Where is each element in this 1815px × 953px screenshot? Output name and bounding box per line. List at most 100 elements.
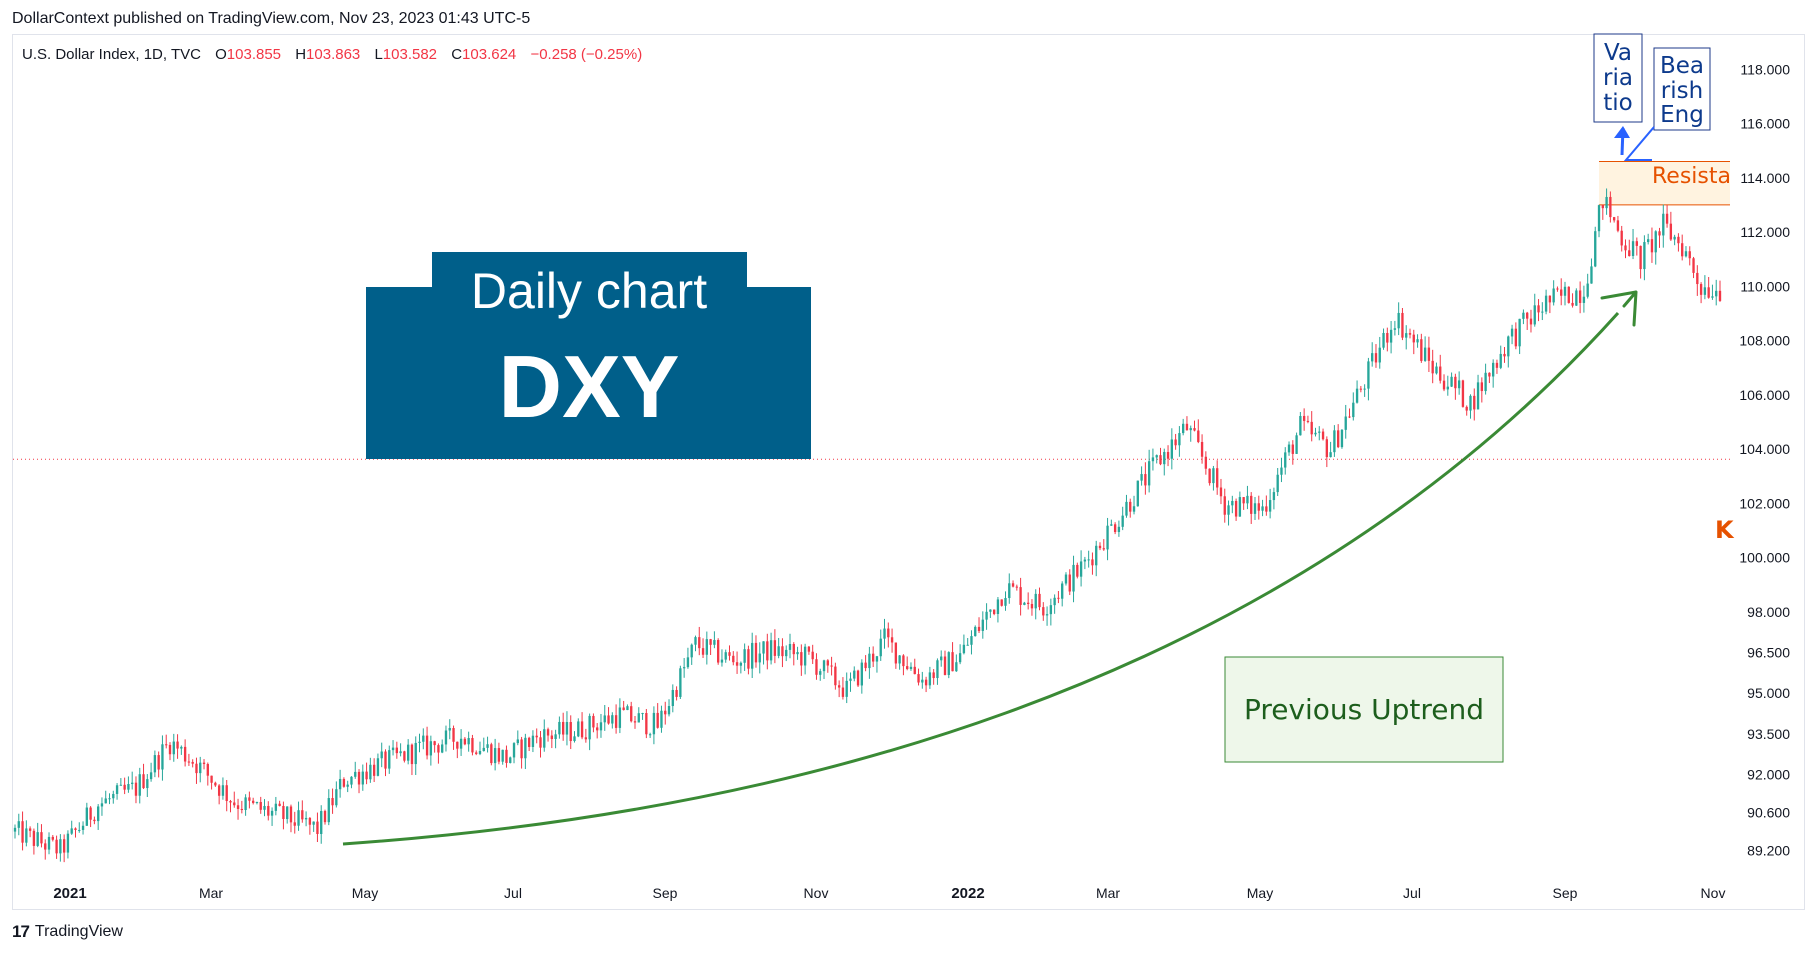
candle-body	[535, 735, 538, 738]
candle-body	[78, 829, 81, 831]
candle-body	[1095, 545, 1098, 566]
candle-body	[176, 741, 179, 749]
candle-body	[463, 738, 467, 745]
candle-body	[240, 808, 244, 811]
candle-body	[293, 822, 296, 826]
price-axis[interactable]: 118.000 116.000 114.000 112.000 110.000 108.0…	[1739, 61, 1790, 858]
candle-body	[202, 762, 206, 765]
candle-body	[1662, 213, 1665, 236]
time-tick-label: Mar	[1096, 885, 1120, 901]
candle-body	[172, 741, 175, 755]
price-tick-label: 110.000	[1740, 278, 1790, 294]
candle-body	[236, 805, 240, 809]
candle-body	[1522, 312, 1525, 319]
candle-body	[28, 828, 32, 831]
candle-body	[425, 735, 429, 756]
candle-body	[51, 836, 54, 840]
candle-body	[822, 660, 826, 672]
candle-body	[1280, 467, 1283, 475]
symbol-label: U.S. Dollar Index, 1D, TVC	[22, 46, 201, 63]
close-value: 103.624	[462, 46, 517, 63]
candle-body	[943, 656, 947, 675]
candle-body	[1314, 432, 1317, 435]
candle-body	[448, 728, 451, 731]
candle-body	[1427, 347, 1431, 361]
candle-body	[391, 747, 395, 751]
candle-body	[1544, 295, 1548, 312]
candle-body	[909, 666, 913, 670]
candle-body	[1302, 415, 1306, 421]
candle-body	[1238, 497, 1242, 517]
candle-body	[1654, 231, 1657, 253]
candle-body	[467, 738, 470, 745]
candle-body	[1586, 283, 1589, 297]
candle-body	[720, 659, 724, 663]
candle-body	[1718, 290, 1722, 301]
candle-body	[902, 655, 905, 667]
tradingview-brand[interactable]: 17 TradingView	[12, 922, 123, 942]
candle-body	[1216, 468, 1219, 488]
candle-body	[739, 662, 743, 666]
candle-body	[1628, 250, 1631, 257]
candle-body	[1616, 220, 1620, 231]
time-axis[interactable]: 2021 Mar May Jul Sep Nov 2022 Mar May Jul Sep Nov	[53, 885, 1725, 902]
candle-body	[327, 798, 330, 823]
variation-note: Va ria tio	[1593, 33, 1643, 123]
candle-body	[762, 641, 765, 654]
candle-body	[868, 653, 871, 669]
candle-body	[225, 785, 228, 802]
candle-body	[25, 828, 28, 843]
uptrend-arrowhead	[1600, 290, 1638, 327]
candle-body	[1163, 451, 1166, 465]
candle-body	[1454, 376, 1457, 389]
candle-body	[1155, 455, 1158, 458]
candle-body	[962, 644, 966, 654]
candle-body	[679, 668, 682, 697]
chart-frame[interactable]	[12, 34, 1805, 910]
candle-body	[1650, 239, 1654, 253]
candle-body	[1355, 388, 1359, 403]
candle-body	[1170, 439, 1174, 459]
candle-body	[138, 774, 141, 796]
candle-body	[1352, 402, 1355, 418]
candle-body	[108, 798, 111, 800]
candle-body	[1476, 382, 1480, 410]
candle-body	[1144, 474, 1147, 486]
candle-body	[1325, 439, 1329, 458]
price-tick-label: 95.000	[1747, 685, 1790, 701]
candle-body	[214, 782, 217, 786]
candle-body	[1061, 583, 1064, 599]
candle-body	[671, 689, 674, 707]
candle-body	[561, 721, 565, 735]
publisher-line: DollarContext published on TradingView.c…	[12, 10, 531, 27]
candle-body	[96, 806, 100, 822]
candle-body	[716, 640, 720, 663]
candle-body	[543, 729, 546, 748]
candle-body	[694, 637, 697, 645]
candle-body	[580, 721, 584, 738]
candle-body	[1491, 362, 1495, 377]
candles-layer	[13, 188, 1722, 863]
candle-body	[1567, 286, 1570, 303]
candle-body	[834, 666, 837, 686]
candle-body	[1446, 386, 1449, 390]
candle-body	[1257, 503, 1260, 511]
candle-body	[573, 736, 576, 742]
candle-body	[1079, 561, 1083, 577]
candle-body	[1495, 362, 1499, 368]
candle-body	[1594, 231, 1597, 267]
candle-body	[493, 748, 497, 764]
candle-body	[74, 828, 77, 830]
candle-body	[830, 665, 833, 667]
previous-uptrend-label: Previous Uptrend	[1244, 693, 1484, 726]
candle-body	[301, 810, 304, 820]
candle-body	[1367, 361, 1370, 389]
candle-body	[1246, 495, 1249, 504]
candle-body	[788, 644, 792, 650]
candle-body	[773, 640, 777, 656]
candle-body	[520, 739, 523, 759]
candle-body	[871, 653, 875, 662]
candle-body	[441, 744, 444, 753]
candle-body	[134, 782, 138, 796]
